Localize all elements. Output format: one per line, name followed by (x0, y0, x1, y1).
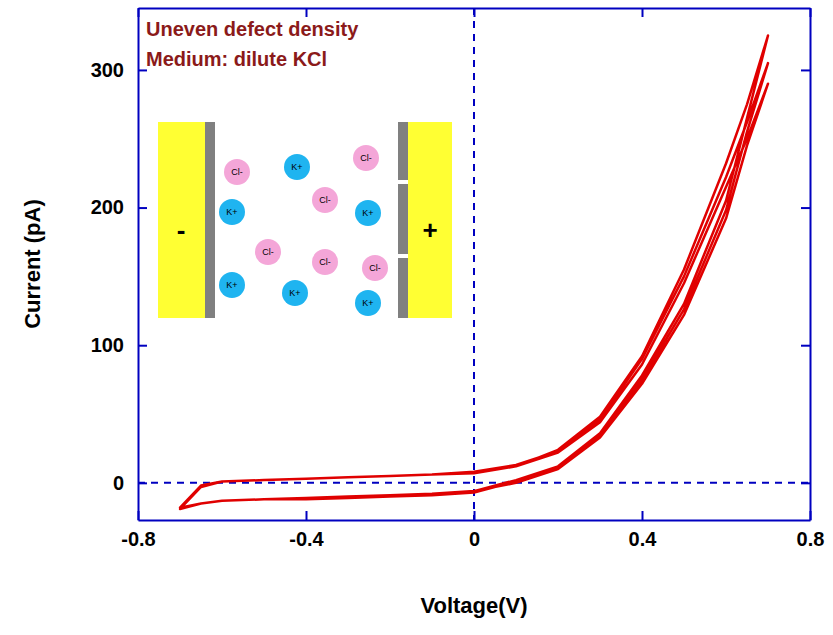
ion (312, 187, 338, 213)
ion (355, 290, 381, 316)
ion-label: K+ (226, 207, 237, 217)
ion (219, 272, 245, 298)
tick-label: 200 (91, 196, 124, 218)
ion (282, 280, 308, 306)
x-axis-title: Voltage(V) (420, 593, 527, 618)
ion (353, 145, 379, 171)
x-axis: -0.8 -0.4 0 0.4 0.8 (121, 511, 824, 550)
electrode-sign: - (177, 215, 186, 245)
ion-label: Cl- (319, 257, 331, 267)
tick-label: 0.8 (797, 528, 825, 550)
tick (306, 8, 307, 17)
tick: 0 (469, 511, 480, 550)
ion (224, 159, 250, 185)
tick: 0.4 (629, 511, 658, 550)
layer (398, 122, 408, 180)
annotation: Medium: dilute KCl (146, 48, 327, 70)
layer (398, 258, 408, 318)
electrode-sign: + (422, 215, 437, 245)
annotation: Uneven defect density (146, 18, 359, 40)
ion (255, 239, 281, 265)
tick-mark (138, 345, 147, 347)
y-axis-right (801, 9, 811, 521)
ion (362, 255, 388, 281)
electrode (158, 122, 205, 318)
zero-line-x (473, 8, 475, 520)
tick-mark (138, 482, 147, 484)
ion-label: K+ (226, 280, 237, 290)
y-axis: 0 100 200 300 (91, 9, 147, 521)
ion-label: Cl- (319, 195, 331, 205)
tick-label: -0.8 (121, 528, 155, 550)
inset: - + Cl- K+ Cl- K+ Cl- K+ Cl- Cl- Cl- K+ K+ K+ (158, 122, 452, 318)
ion-label: K+ (289, 288, 300, 298)
tick-label: -0.4 (289, 528, 324, 550)
axis-line (810, 9, 812, 521)
tick-label: 300 (91, 59, 124, 81)
ion (312, 249, 338, 275)
tick: 300 (91, 59, 147, 81)
ion-label: K+ (291, 162, 302, 172)
ion-label: Cl- (360, 153, 372, 163)
tick-mark (642, 511, 644, 520)
tick (474, 8, 475, 17)
tick-label: 0.4 (629, 528, 658, 550)
tick (801, 208, 810, 209)
tick-label: 100 (91, 334, 124, 356)
tick-mark (306, 511, 308, 520)
ion-label: Cl- (369, 263, 381, 273)
ion-label: Cl- (262, 247, 274, 257)
ion (355, 200, 381, 226)
y-axis-title: Current (pA) (20, 199, 45, 329)
tick-mark (474, 511, 476, 520)
tick-label: 0 (469, 528, 480, 550)
tick (801, 483, 810, 484)
ion-label: K+ (362, 298, 373, 308)
plot-area (180, 36, 768, 509)
chart: - + Cl- K+ Cl- K+ Cl- K+ Cl- Cl- Cl- K+ K+ K+ -0.8 -0.4… (0, 0, 833, 635)
tick: 200 (91, 196, 147, 218)
tick-mark (801, 69, 810, 71)
layer (205, 122, 215, 318)
layer (398, 184, 408, 254)
iv-curve (180, 36, 768, 509)
reference-lines (138, 8, 810, 520)
tick-mark (138, 207, 147, 209)
tick-mark (642, 8, 644, 17)
tick: -0.4 (289, 511, 324, 550)
tick (801, 345, 810, 346)
tick-mark (801, 207, 810, 209)
tick-label: 0 (113, 472, 124, 494)
tick-mark (801, 482, 810, 484)
tick (801, 70, 810, 71)
electrode (408, 122, 452, 318)
ion (284, 154, 310, 180)
tick-mark (474, 8, 476, 17)
axis-line (138, 9, 140, 521)
tick: 0 (113, 472, 147, 494)
tick-mark (801, 345, 810, 347)
tick (642, 8, 643, 17)
tick-mark (306, 8, 308, 17)
ion-label: K+ (362, 208, 373, 218)
tick: 100 (91, 334, 147, 356)
x-axis-top (139, 8, 811, 17)
ion (219, 199, 245, 225)
ion-label: Cl- (231, 167, 243, 177)
